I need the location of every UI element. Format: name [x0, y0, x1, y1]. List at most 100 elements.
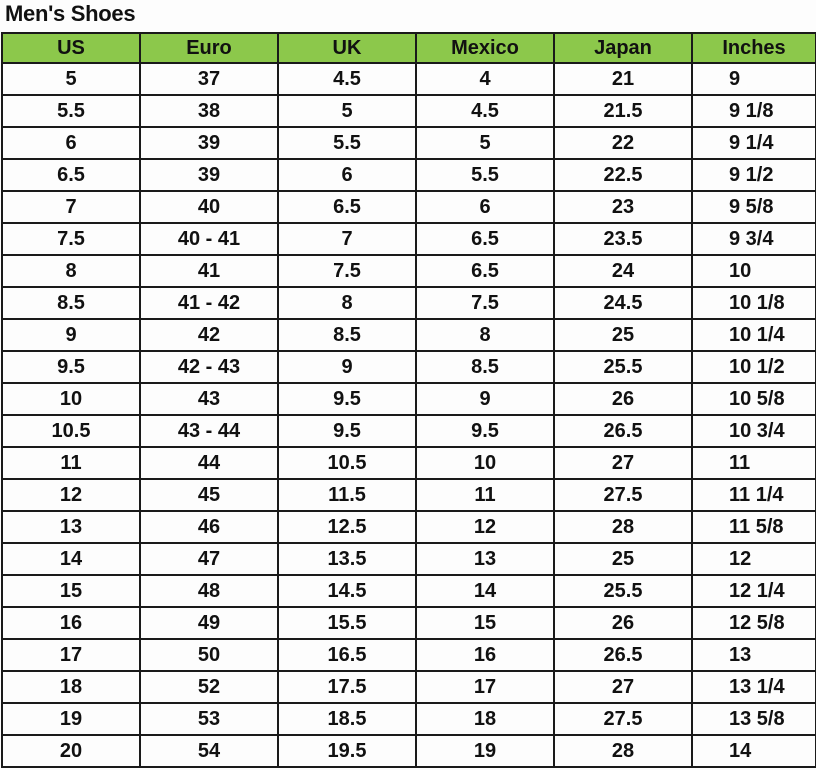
cell-inches: 14 [691, 734, 816, 768]
cell-us: 6.5 [1, 158, 141, 192]
cell-us: 5.5 [1, 94, 141, 128]
cell-japan: 21 [553, 62, 693, 96]
cell-uk: 19.5 [277, 734, 417, 768]
cell-mexico: 14 [415, 574, 555, 608]
cell-mexico: 16 [415, 638, 555, 672]
cell-us: 14 [1, 542, 141, 576]
cell-uk: 15.5 [277, 606, 417, 640]
cell-japan: 24.5 [553, 286, 693, 320]
cell-uk: 11.5 [277, 478, 417, 512]
cell-us: 16 [1, 606, 141, 640]
cell-us: 18 [1, 670, 141, 704]
table-row: 5.5 38 5 4.5 21.5 9 1/8 [1, 94, 816, 128]
cell-euro: 37 [139, 62, 279, 96]
cell-uk: 16.5 [277, 638, 417, 672]
cell-inches: 11 [691, 446, 816, 480]
cell-japan: 25.5 [553, 350, 693, 384]
cell-mexico: 6 [415, 190, 555, 224]
cell-euro: 53 [139, 702, 279, 736]
table-row: 17 50 16.5 16 26.5 13 [1, 638, 816, 672]
cell-japan: 27.5 [553, 702, 693, 736]
cell-uk: 9 [277, 350, 417, 384]
cell-us: 17 [1, 638, 141, 672]
table-row: 9 42 8.5 8 25 10 1/4 [1, 318, 816, 352]
cell-inches: 12 5/8 [691, 606, 816, 640]
cell-inches: 9 5/8 [691, 190, 816, 224]
table-row: 10 43 9.5 9 26 10 5/8 [1, 382, 816, 416]
column-header-uk: UK [277, 32, 417, 64]
table-row: 7.5 40 - 41 7 6.5 23.5 9 3/4 [1, 222, 816, 256]
cell-mexico: 8 [415, 318, 555, 352]
cell-us: 9 [1, 318, 141, 352]
cell-uk: 12.5 [277, 510, 417, 544]
cell-uk: 18.5 [277, 702, 417, 736]
table-row: 14 47 13.5 13 25 12 [1, 542, 816, 576]
cell-euro: 43 - 44 [139, 414, 279, 448]
cell-uk: 7 [277, 222, 417, 256]
cell-inches: 10 1/4 [691, 318, 816, 352]
table-row: 8.5 41 - 42 8 7.5 24.5 10 1/8 [1, 286, 816, 320]
cell-mexico: 9.5 [415, 414, 555, 448]
table-row: 6.5 39 6 5.5 22.5 9 1/2 [1, 158, 816, 192]
cell-euro: 39 [139, 158, 279, 192]
cell-uk: 5.5 [277, 126, 417, 160]
cell-uk: 5 [277, 94, 417, 128]
cell-uk: 9.5 [277, 414, 417, 448]
cell-japan: 25.5 [553, 574, 693, 608]
cell-japan: 25 [553, 318, 693, 352]
cell-euro: 42 - 43 [139, 350, 279, 384]
cell-inches: 10 3/4 [691, 414, 816, 448]
cell-euro: 44 [139, 446, 279, 480]
cell-inches: 10 5/8 [691, 382, 816, 416]
column-header-euro: Euro [139, 32, 279, 64]
column-header-mexico: Mexico [415, 32, 555, 64]
table-row: 12 45 11.5 11 27.5 11 1/4 [1, 478, 816, 512]
header-row: US Euro UK Mexico Japan Inches [1, 32, 816, 64]
cell-euro: 52 [139, 670, 279, 704]
cell-euro: 41 - 42 [139, 286, 279, 320]
cell-mexico: 15 [415, 606, 555, 640]
cell-mexico: 6.5 [415, 254, 555, 288]
cell-inches: 9 1/4 [691, 126, 816, 160]
cell-mexico: 7.5 [415, 286, 555, 320]
cell-uk: 10.5 [277, 446, 417, 480]
cell-uk: 4.5 [277, 62, 417, 96]
cell-mexico: 10 [415, 446, 555, 480]
cell-us: 11 [1, 446, 141, 480]
cell-euro: 46 [139, 510, 279, 544]
cell-inches: 13 1/4 [691, 670, 816, 704]
cell-euro: 49 [139, 606, 279, 640]
column-header-japan: Japan [553, 32, 693, 64]
cell-us: 10 [1, 382, 141, 416]
cell-inches: 10 1/2 [691, 350, 816, 384]
cell-inches: 9 3/4 [691, 222, 816, 256]
cell-japan: 24 [553, 254, 693, 288]
table-row: 15 48 14.5 14 25.5 12 1/4 [1, 574, 816, 608]
cell-mexico: 5.5 [415, 158, 555, 192]
cell-us: 19 [1, 702, 141, 736]
cell-inches: 10 1/8 [691, 286, 816, 320]
cell-inches: 10 [691, 254, 816, 288]
cell-mexico: 19 [415, 734, 555, 768]
cell-euro: 41 [139, 254, 279, 288]
cell-japan: 27 [553, 446, 693, 480]
cell-us: 5 [1, 62, 141, 96]
cell-us: 15 [1, 574, 141, 608]
cell-euro: 40 - 41 [139, 222, 279, 256]
cell-euro: 39 [139, 126, 279, 160]
cell-inches: 13 5/8 [691, 702, 816, 736]
table-row: 13 46 12.5 12 28 11 5/8 [1, 510, 816, 544]
cell-inches: 11 1/4 [691, 478, 816, 512]
cell-inches: 11 5/8 [691, 510, 816, 544]
cell-us: 20 [1, 734, 141, 768]
cell-uk: 13.5 [277, 542, 417, 576]
cell-uk: 6 [277, 158, 417, 192]
cell-us: 13 [1, 510, 141, 544]
cell-euro: 48 [139, 574, 279, 608]
cell-us: 12 [1, 478, 141, 512]
cell-japan: 25 [553, 542, 693, 576]
cell-japan: 21.5 [553, 94, 693, 128]
cell-mexico: 5 [415, 126, 555, 160]
cell-inches: 9 [691, 62, 816, 96]
table-row: 7 40 6.5 6 23 9 5/8 [1, 190, 816, 224]
